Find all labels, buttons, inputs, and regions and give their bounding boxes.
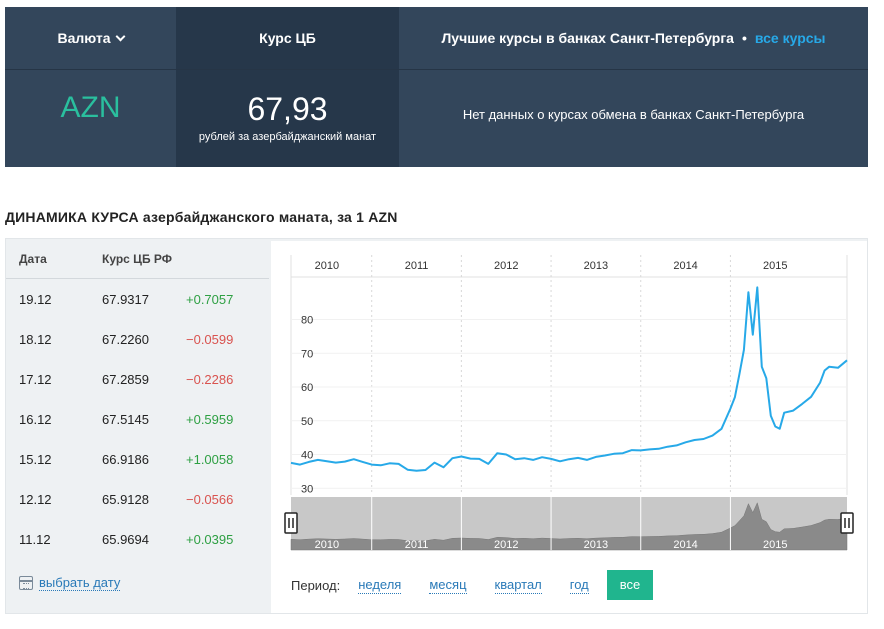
row-change: +0.5959	[186, 412, 234, 427]
rates-table: Дата Курс ЦБ РФ 19.12 67.9317 +0.7057 18…	[6, 239, 269, 613]
y-tick-label: 80	[301, 315, 313, 327]
calendar-icon	[19, 576, 33, 590]
navigator-area	[290, 502, 848, 551]
navigator-year-label: 2010	[315, 539, 339, 551]
navigator-year-label: 2011	[405, 539, 429, 551]
row-date: 17.12	[19, 372, 52, 387]
period-month-button[interactable]: месяц	[429, 576, 467, 594]
rate-dynamics-box: Дата Курс ЦБ РФ 19.12 67.9317 +0.7057 18…	[5, 238, 868, 614]
table-row: 18.12 67.2260 −0.0599	[6, 319, 269, 359]
row-rate: 65.9128	[102, 492, 149, 507]
table-row: 16.12 67.5145 +0.5959	[6, 399, 269, 439]
cb-rate-column: Курс ЦБ 67,93 рублей за азербайджанский …	[176, 7, 399, 167]
year-label: 2013	[584, 260, 608, 272]
row-change: +0.0395	[186, 532, 234, 547]
y-tick-label: 30	[301, 483, 313, 495]
rates-header: Валюта AZN Курс ЦБ 67,93 рублей за азерб…	[5, 7, 868, 167]
currency-select[interactable]: Валюта	[5, 7, 176, 69]
section-title: ДИНАМИКА КУРСА азербайджанского маната, …	[5, 209, 398, 225]
year-label: 2015	[763, 260, 787, 272]
all-rates-link[interactable]: все курсы	[754, 30, 826, 46]
no-data-message: Нет данных о курсах обмена в банках Санк…	[462, 107, 805, 122]
table-row: 15.12 66.9186 +1.0058	[6, 439, 269, 479]
row-change: +0.7057	[186, 292, 234, 307]
banks-title: Лучшие курсы в банках Санкт-Петербурга	[441, 30, 734, 46]
period-all-button[interactable]: все	[606, 570, 654, 600]
year-label: 2014	[673, 260, 697, 272]
period-quarter-button[interactable]: квартал	[494, 576, 542, 594]
currency-select-label: Валюта	[57, 30, 111, 46]
row-change: −0.2286	[186, 372, 234, 387]
year-label: 2011	[405, 260, 429, 272]
period-week-button[interactable]: неделя	[358, 576, 402, 594]
year-label: 2010	[315, 260, 339, 272]
period-year-button[interactable]: год	[569, 576, 589, 594]
chevron-down-icon	[115, 31, 125, 41]
row-rate: 65.9694	[102, 532, 149, 547]
navigator-year-label: 2013	[584, 539, 608, 551]
rate-chart[interactable]: 30 40 50 60 70 80 2010 2011 2012 2013 2014 2015 2010…	[271, 241, 867, 561]
divider	[399, 69, 868, 70]
divider	[5, 69, 176, 70]
navigator-year-label: 2014	[673, 539, 697, 551]
row-rate: 67.5145	[102, 412, 149, 427]
year-label: 2012	[494, 260, 518, 272]
y-tick-label: 50	[301, 416, 313, 428]
row-change: +1.0058	[186, 452, 234, 467]
navigator-right-handle[interactable]	[840, 512, 854, 534]
row-rate: 67.2260	[102, 332, 149, 347]
pick-date-link[interactable]: выбрать дату	[19, 575, 121, 591]
row-rate: 66.9186	[102, 452, 149, 467]
table-header: Дата Курс ЦБ РФ	[6, 239, 269, 279]
row-rate: 67.9317	[102, 292, 149, 307]
navigator-year-label: 2012	[494, 539, 518, 551]
table-row: 19.12 67.9317 +0.7057	[6, 279, 269, 319]
row-date: 16.12	[19, 412, 52, 427]
banks-column: Лучшие курсы в банках Санкт-Петербурга •…	[399, 7, 868, 167]
bullet-separator: •	[741, 30, 747, 46]
row-date: 18.12	[19, 332, 52, 347]
navigator-year-label: 2015	[763, 539, 787, 551]
cb-rate-label: Курс ЦБ	[259, 30, 316, 46]
cb-rate-caption: рублей за азербайджанский манат	[198, 131, 377, 143]
period-label: Период:	[291, 577, 341, 593]
period-selector: Период: неделя месяц квартал год все	[291, 570, 654, 600]
column-header-date: Дата	[19, 252, 47, 266]
row-change: −0.0599	[186, 332, 234, 347]
row-date: 12.12	[19, 492, 52, 507]
row-change: −0.0566	[186, 492, 234, 507]
pick-date-label: выбрать дату	[39, 575, 121, 591]
navigator-left-handle[interactable]	[284, 512, 298, 534]
cb-rate-value: 67,93	[247, 91, 328, 127]
y-tick-label: 60	[301, 382, 313, 394]
y-tick-label: 40	[301, 450, 313, 462]
chart-panel: 30 40 50 60 70 80 2010 2011 2012 2013 2014 2015 2010…	[271, 241, 867, 613]
table-row: 11.12 65.9694 +0.0395	[6, 519, 269, 559]
table-row: 17.12 67.2859 −0.2286	[6, 359, 269, 399]
row-date: 19.12	[19, 292, 52, 307]
column-header-rate: Курс ЦБ РФ	[102, 252, 172, 266]
currency-code: AZN	[60, 91, 121, 124]
row-date: 15.12	[19, 452, 52, 467]
divider	[176, 69, 399, 70]
row-date: 11.12	[19, 532, 51, 547]
y-tick-label: 70	[301, 348, 313, 360]
rate-line	[290, 286, 848, 472]
banks-header: Лучшие курсы в банках Санкт-Петербурга •…	[399, 7, 868, 69]
currency-column: Валюта AZN	[5, 7, 176, 167]
row-rate: 67.2859	[102, 372, 149, 387]
table-row: 12.12 65.9128 −0.0566	[6, 479, 269, 519]
